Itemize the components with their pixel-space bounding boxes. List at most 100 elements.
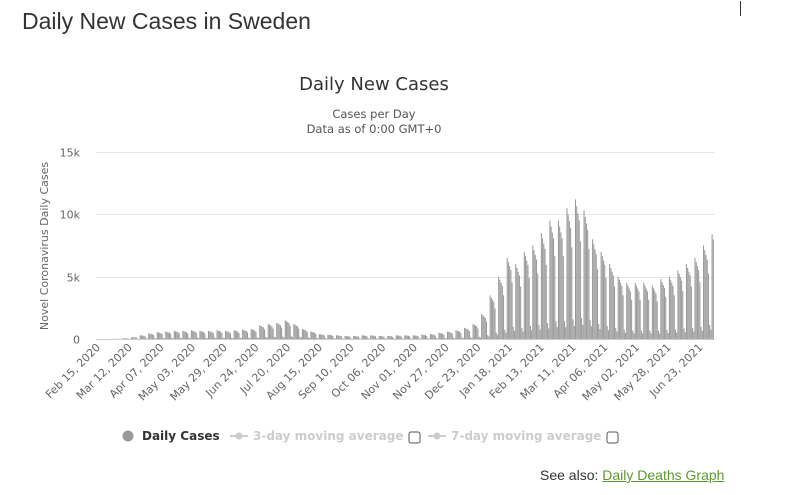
y-tick-label: 10k <box>60 209 81 222</box>
bar <box>357 336 359 339</box>
bar <box>560 232 562 339</box>
bar <box>229 333 231 339</box>
bar <box>278 324 280 339</box>
bar <box>629 291 631 339</box>
checkbox-7day-average[interactable] <box>606 431 619 444</box>
chart-title: Daily New Cases <box>299 74 449 95</box>
bar <box>485 321 488 339</box>
bar <box>207 330 209 339</box>
bar <box>199 330 201 339</box>
bar <box>648 299 650 339</box>
bar <box>528 277 530 339</box>
bar <box>587 229 589 339</box>
bar <box>249 338 251 339</box>
bar <box>557 220 559 339</box>
bar <box>150 333 152 339</box>
legend-item-7day-average[interactable]: 7-day moving average <box>428 429 601 443</box>
bar <box>690 286 692 339</box>
bar <box>215 338 217 339</box>
bar <box>151 334 153 339</box>
see-also: See also: Daily Deaths Graph <box>540 467 724 483</box>
bar <box>439 333 441 339</box>
y-tick-label: 15k <box>60 147 81 160</box>
bar <box>281 327 283 339</box>
bar <box>476 326 478 339</box>
bar <box>240 338 242 339</box>
bar <box>134 337 136 339</box>
bar <box>527 264 529 339</box>
bar <box>612 275 614 339</box>
bar <box>156 332 158 339</box>
bar <box>611 271 613 339</box>
bar <box>184 331 186 339</box>
bar <box>221 332 223 339</box>
bar <box>433 334 435 339</box>
bar <box>537 273 539 339</box>
bar <box>540 233 542 339</box>
bar <box>427 338 429 339</box>
bar <box>326 338 328 339</box>
bar <box>176 331 178 339</box>
bar <box>654 290 656 339</box>
bar <box>187 333 189 339</box>
bar <box>518 275 520 339</box>
bar <box>311 331 313 339</box>
bar <box>482 315 484 339</box>
bar <box>432 334 434 339</box>
legend-item-3day-average[interactable]: 3-day moving average <box>230 429 403 443</box>
bar <box>354 336 356 339</box>
bar <box>488 336 490 339</box>
bar <box>405 335 407 339</box>
bar <box>122 338 124 339</box>
bar <box>667 333 669 339</box>
bar <box>572 319 574 339</box>
bar <box>681 280 683 339</box>
bar <box>561 238 563 339</box>
bar <box>454 338 456 339</box>
y-tick-label: 0 <box>73 334 80 347</box>
bar <box>398 335 400 339</box>
bar <box>529 325 531 339</box>
bar <box>451 333 453 339</box>
bar <box>442 333 444 339</box>
bar <box>659 333 661 339</box>
bar <box>599 329 601 339</box>
bar <box>531 330 533 339</box>
bar <box>711 234 713 339</box>
bar <box>712 239 714 339</box>
bar <box>149 333 151 339</box>
bar <box>192 330 194 339</box>
bar <box>521 327 523 339</box>
bar <box>190 330 192 339</box>
bar <box>271 326 273 339</box>
bar <box>665 297 667 339</box>
bar <box>253 330 255 339</box>
bar <box>164 338 166 339</box>
bar <box>270 325 272 339</box>
bar <box>272 328 274 339</box>
bar <box>317 338 319 339</box>
bar <box>373 335 375 339</box>
bar <box>609 264 611 339</box>
bar <box>201 331 203 339</box>
bar <box>183 331 185 339</box>
bar <box>162 337 164 339</box>
checkbox-3day-average[interactable] <box>408 431 421 444</box>
bar <box>401 338 403 339</box>
legend-item-daily-cases[interactable]: Daily Cases <box>122 429 220 443</box>
bar <box>635 285 637 339</box>
bar <box>194 331 196 339</box>
daily-deaths-graph-link[interactable]: Daily Deaths Graph <box>602 467 725 483</box>
bar <box>376 338 378 339</box>
bar <box>292 337 294 339</box>
bar <box>495 332 497 339</box>
bar <box>692 327 694 339</box>
bar <box>182 330 184 339</box>
bar <box>167 332 169 339</box>
bar <box>196 337 199 339</box>
bar <box>366 336 368 339</box>
bar <box>216 330 218 339</box>
bar <box>262 327 264 339</box>
bar <box>416 335 418 339</box>
bar <box>506 257 508 339</box>
